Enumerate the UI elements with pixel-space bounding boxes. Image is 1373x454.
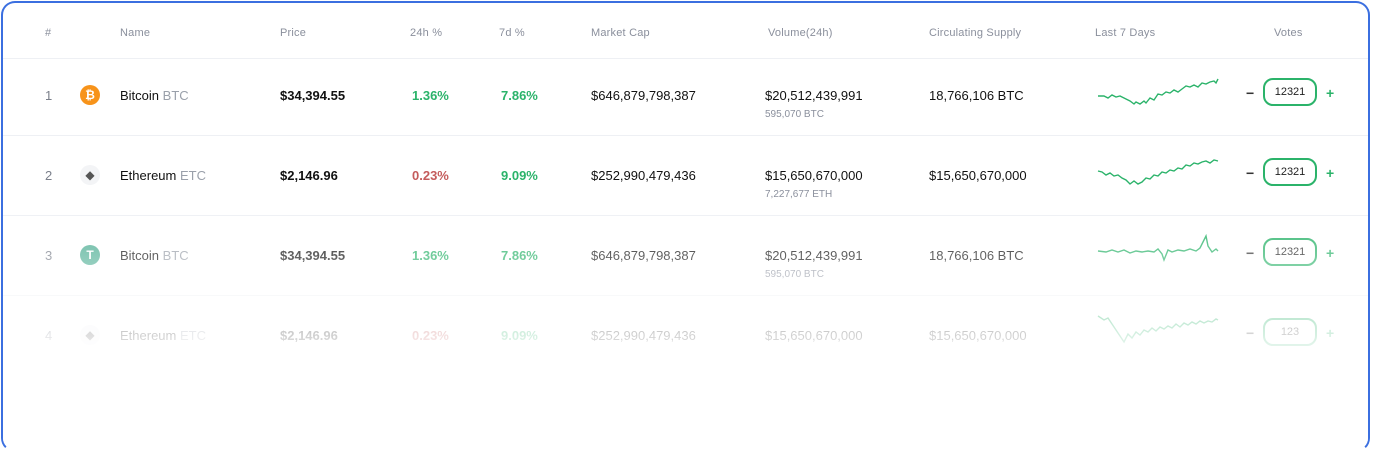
vote-down-button[interactable]: − — [1246, 85, 1255, 101]
coin-name[interactable]: Bitcoin BTC — [120, 248, 189, 263]
vote-count-value: 12321 — [1274, 246, 1306, 258]
coin-name[interactable]: Ethereum ETC — [120, 328, 206, 343]
header-market-cap[interactable]: Market Cap — [591, 27, 650, 39]
sparkline-chart — [1097, 233, 1219, 263]
coin-ticker: ETC — [180, 328, 206, 343]
header-7d[interactable]: 7d % — [499, 27, 525, 39]
coin-price: $2,146.96 — [280, 328, 338, 343]
vote-count[interactable]: 123 — [1263, 318, 1317, 346]
row-rank: 4 — [45, 328, 53, 343]
coin-price: $34,394.55 — [280, 88, 346, 103]
header-rank: # — [45, 27, 52, 39]
sparkline-chart — [1097, 159, 1219, 185]
vote-down-button[interactable]: − — [1246, 325, 1255, 341]
table-row[interactable]: 2 ◆ Ethereum ETC $2,146.96 0.23% 9.09% $… — [3, 138, 1368, 218]
table-row[interactable]: 1 ₿ Bitcoin BTC $34,394.55 1.36% 7.86% $… — [3, 58, 1368, 138]
coin-ticker: BTC — [162, 248, 189, 263]
volume-sub: 595,070 BTC — [765, 269, 824, 280]
volume-24h: $20,512,439,991 — [765, 248, 863, 263]
header-name[interactable]: Name — [120, 27, 151, 39]
volume-24h: $15,650,670,000 — [765, 328, 863, 343]
tether-icon: T — [80, 245, 100, 265]
vote-count-value: 12321 — [1274, 166, 1306, 178]
header-price[interactable]: Price — [280, 27, 307, 39]
vote-count-value: 12321 — [1274, 86, 1306, 98]
change-7d: 9.09% — [501, 328, 538, 343]
vote-up-button[interactable]: + — [1326, 245, 1335, 261]
change-7d: 7.86% — [501, 88, 538, 103]
coin-price: $34,394.55 — [280, 248, 346, 263]
market-cap: $646,879,798,387 — [591, 88, 696, 103]
volume-sub: 595,070 BTC — [765, 109, 824, 120]
sparkline-chart — [1098, 78, 1219, 105]
coin-name-label: Ethereum — [120, 168, 177, 183]
bitcoin-icon: ₿ — [80, 85, 100, 105]
coin-name[interactable]: Ethereum ETC — [120, 168, 206, 183]
circulating-supply: $15,650,670,000 — [929, 168, 1027, 183]
vote-count-value: 123 — [1280, 326, 1300, 338]
vote-up-button[interactable]: + — [1326, 325, 1335, 341]
coin-ticker: ETC — [180, 168, 206, 183]
row-rank: 1 — [45, 88, 53, 103]
header-last7: Last 7 Days — [1095, 27, 1156, 39]
sparkline-chart — [1097, 315, 1219, 344]
coin-price: $2,146.96 — [280, 168, 338, 183]
row-rank: 3 — [45, 248, 53, 263]
vote-up-button[interactable]: + — [1326, 165, 1335, 181]
header-24h[interactable]: 24h % — [410, 27, 443, 39]
change-7d: 9.09% — [501, 168, 538, 183]
volume-24h: $15,650,670,000 — [765, 168, 863, 183]
volume-sub: 7,227,677 ETH — [765, 189, 833, 200]
market-cap: $252,990,479,436 — [591, 328, 696, 343]
change-7d: 7.86% — [501, 248, 538, 263]
circulating-supply: 18,766,106 BTC — [929, 248, 1024, 263]
vote-down-button[interactable]: − — [1246, 165, 1255, 181]
change-24h: 1.36% — [412, 248, 449, 263]
header-divider — [3, 58, 1368, 59]
row-rank: 2 — [45, 168, 53, 183]
table-row[interactable]: 3 T Bitcoin BTC $34,394.55 1.36% 7.86% $… — [3, 218, 1368, 298]
volume-24h: $20,512,439,991 — [765, 88, 863, 103]
header-volume[interactable]: Volume(24h) — [768, 27, 833, 39]
coin-name[interactable]: Bitcoin BTC — [120, 88, 189, 103]
market-cap: $646,879,798,387 — [591, 248, 696, 263]
change-24h: 0.23% — [412, 328, 449, 343]
change-24h: 1.36% — [412, 88, 449, 103]
circulating-supply: 18,766,106 BTC — [929, 88, 1024, 103]
ethereum-icon: ◆ — [80, 325, 100, 345]
market-cap: $252,990,479,436 — [591, 168, 696, 183]
vote-down-button[interactable]: − — [1246, 245, 1255, 261]
coin-name-label: Bitcoin — [120, 88, 160, 103]
change-24h: 0.23% — [412, 168, 449, 183]
circulating-supply: $15,650,670,000 — [929, 328, 1027, 343]
row-divider — [3, 215, 1368, 216]
vote-count[interactable]: 12321 — [1263, 78, 1317, 106]
table-row[interactable]: 4 ◆ Ethereum ETC $2,146.96 0.23% 9.09% $… — [3, 298, 1368, 378]
ethereum-icon: ◆ — [80, 165, 100, 185]
header-votes: Votes — [1274, 27, 1303, 39]
coin-name-label: Ethereum — [120, 328, 177, 343]
coin-name-label: Bitcoin — [120, 248, 160, 263]
vote-count[interactable]: 12321 — [1263, 238, 1317, 266]
vote-up-button[interactable]: + — [1326, 85, 1335, 101]
vote-count[interactable]: 12321 — [1263, 158, 1317, 186]
row-divider — [3, 295, 1368, 296]
header-supply[interactable]: Circulating Supply — [929, 27, 1022, 39]
coin-ticker: BTC — [162, 88, 189, 103]
row-divider — [3, 135, 1368, 136]
